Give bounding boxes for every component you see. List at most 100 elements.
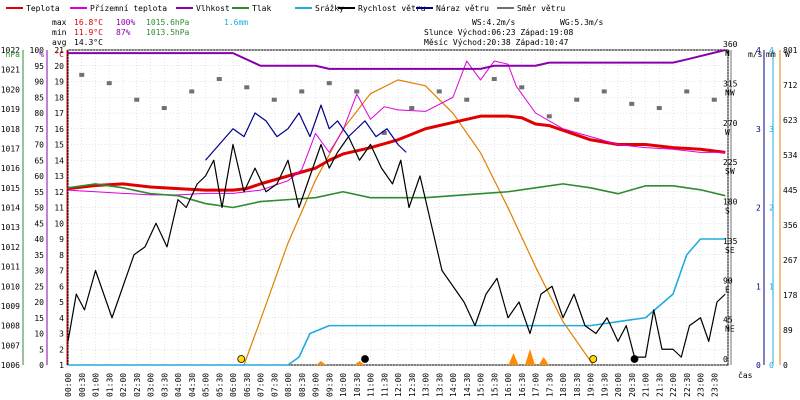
axis-tick-label: 20 (54, 62, 64, 71)
axis-tick-label: SW (725, 167, 735, 176)
rain-event (525, 349, 535, 365)
axis-tick-label: 95 (34, 62, 44, 71)
series-n-raz-v-tru (205, 104, 407, 161)
axis-tick-label: 40 (34, 235, 44, 244)
x-tick-label: 21:00 (642, 373, 651, 397)
x-tick-label: 15:00 (477, 373, 486, 397)
axis-unit: hPa (6, 50, 21, 59)
axis-tick-label: 45 (723, 316, 733, 325)
sunrise-marker (237, 355, 246, 363)
axis-wind: 0 1 2 3 4m/s (748, 46, 765, 370)
stats-min-temp: 11.9°C (74, 28, 103, 37)
x-tick-label: 08:30 (298, 373, 307, 397)
axis-tick-label: 1017 (1, 144, 20, 153)
stats-wind-speed: WS:4.2m/s (472, 18, 516, 27)
axis-tick-label: 1014 (1, 204, 20, 213)
wind-dir-point (161, 106, 167, 111)
wind-dir-point (134, 97, 140, 102)
wind-dir-point (299, 89, 305, 94)
axis-tick-label: 20 (34, 298, 44, 307)
axis-tick-label: 5 (59, 298, 64, 307)
axis-tick-label: 6 (59, 282, 64, 291)
x-tick-label: 05:00 (202, 373, 211, 397)
x-tick-label: 03:00 (147, 373, 156, 397)
x-tick-label: 02:00 (119, 373, 128, 397)
rain-event (538, 357, 549, 365)
axis-tick-label: 0 (39, 361, 44, 370)
legend: Teplota Přízemní teplota Vlhkost Tlak Srážky… (6, 4, 565, 13)
axis-tick-label: 623 (783, 116, 798, 125)
x-tick-label: 09:30 (325, 373, 334, 397)
axis-tick-label: 1013 (1, 223, 20, 232)
wind-dir-point (519, 85, 525, 90)
x-tick-label: 14:00 (449, 373, 458, 397)
moonrise-marker (630, 355, 639, 363)
x-tick-label: 15:30 (490, 373, 499, 397)
x-tick-label: 01:00 (92, 373, 101, 397)
stats-block: max 16.8°C 100% 1015.6hPa 1.6mm min 11.9°C 87% 1… (52, 18, 604, 47)
axis-tick-label: 3 (59, 330, 64, 339)
rain-event (508, 353, 519, 365)
series-rychlost-v-tru (67, 136, 726, 358)
axis-tick-label: 55 (34, 188, 44, 197)
x-tick-label: 06:00 (229, 373, 238, 397)
sun-moon-markers (237, 355, 639, 363)
x-tick-label: 17:30 (545, 373, 554, 397)
legend-label: Vlhkost (196, 4, 230, 13)
wind-dir-point (684, 89, 690, 94)
x-tick-label: 11:00 (367, 373, 376, 397)
axis-tick-label: 10 (54, 219, 64, 228)
axis-tick-label: 4 (769, 46, 774, 55)
axis-humidity: 0 5 10 15 20 25 30 35 40 45 50 55 60 65 70 75 80 85 90 95 10… (30, 46, 48, 370)
wind-dir-point (106, 81, 112, 86)
axis-tick-label: 270 (723, 119, 738, 128)
axis-tick-label: 1019 (1, 105, 20, 114)
axis-tick-label: 2 (756, 204, 761, 213)
axis-tick-label: 89 (783, 326, 793, 335)
wind-dir-point (656, 106, 662, 111)
axis-tick-label: 1022 (1, 46, 20, 55)
x-tick-label: 14:30 (463, 373, 472, 397)
axis-pressure: 1006 1007 1008 1009 1010 1011 1012 1013 1014 1015… (1, 46, 24, 370)
axis-tick-label: 14 (54, 156, 64, 165)
axis-tick-label: 0 (769, 361, 774, 370)
axis-tick-label: 60 (34, 172, 44, 181)
stats-min-label: min (52, 28, 67, 37)
axis-unit: m/s (748, 50, 763, 59)
axis-tick-label: 356 (783, 221, 798, 230)
series-teplota (67, 114, 726, 192)
x-tick-label: 11:30 (380, 373, 389, 397)
axis-tick-label: 180 (723, 198, 738, 207)
x-axis: 00:00 00:30 01:00 01:30 02:00 02:30 03:00 03:30… (64, 370, 753, 397)
axis-tick-label: 19 (54, 78, 64, 87)
wind-dir-point (601, 89, 607, 94)
x-tick-label: 16:00 (504, 373, 513, 397)
wind-dir-point (574, 97, 580, 102)
axis-tick-label: 712 (783, 81, 798, 90)
axis-tick-label: 15 (34, 314, 44, 323)
axis-tick-label: 21 (54, 46, 64, 55)
wind-dir-point (546, 114, 552, 119)
stats-max-temp: 16.8°C (74, 18, 103, 27)
axis-tick-label: E (725, 285, 730, 294)
axis-tick-label: 1020 (1, 85, 20, 94)
x-tick-label: 20:30 (628, 373, 637, 397)
series-tlak (67, 183, 726, 209)
axis-tick-label: 445 (783, 186, 798, 195)
wind-dir-point (409, 106, 415, 111)
wind-dir-point (189, 89, 195, 94)
axis-tick-label: 50 (34, 204, 44, 213)
axis-tick-label: 7 (59, 267, 64, 276)
x-tick-label: 19:00 (587, 373, 596, 397)
sunset-marker (589, 355, 598, 363)
axis-tick-label: 15 (54, 141, 64, 150)
axis-tick-label: 8 (59, 251, 64, 260)
axis-tick-label: 80 (34, 109, 44, 118)
axis-tick-label: 11 (54, 204, 64, 213)
axis-tick-label: 65 (34, 156, 44, 165)
series-solar (243, 79, 594, 366)
